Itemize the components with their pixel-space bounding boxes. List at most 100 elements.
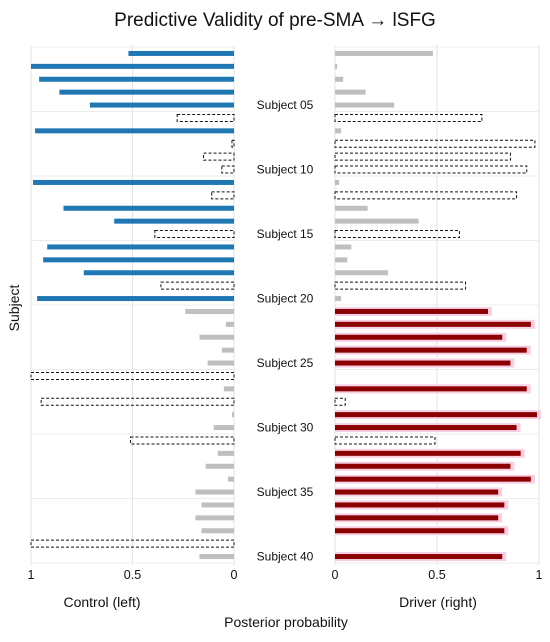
left-bar-subject-4 xyxy=(59,89,234,95)
right-bar-subject-24 xyxy=(335,347,527,353)
right-bar-subject-21 xyxy=(335,308,488,314)
grid-lines xyxy=(30,45,540,565)
right-bar-subject-37 xyxy=(335,515,499,521)
right-bar-subject-15 xyxy=(334,230,460,239)
left-bar-subject-11 xyxy=(33,179,234,185)
left-bar-subject-12 xyxy=(211,191,235,200)
y-axis-title: Subject xyxy=(6,285,22,332)
subject-label-20: Subject 20 xyxy=(257,292,314,306)
left-bar-subject-26 xyxy=(30,371,235,380)
right-bar-subject-4 xyxy=(335,89,366,95)
left-bar-subject-36 xyxy=(201,502,234,508)
subject-label-35: Subject 35 xyxy=(257,485,314,499)
left-bar-subject-22 xyxy=(225,321,234,327)
right-bar-subject-9 xyxy=(334,152,511,161)
left-bar-subject-20 xyxy=(37,296,235,302)
right-bar-subject-35 xyxy=(335,489,499,495)
right-bar-subject-10 xyxy=(334,165,528,174)
left-bar-subject-3 xyxy=(39,76,235,82)
left-bar-subject-2 xyxy=(31,63,234,69)
left-bar-subject-1 xyxy=(128,50,234,56)
left-bar-subject-33 xyxy=(205,463,234,469)
subject-label-15: Subject 15 xyxy=(257,227,314,241)
right-bar-subject-19 xyxy=(334,281,467,290)
right-panel-label: Driver (right) xyxy=(399,594,477,610)
right-bar-subject-36 xyxy=(335,502,505,508)
right-bar-subject-2 xyxy=(335,63,338,69)
subject-label-25: Subject 25 xyxy=(257,356,314,370)
right-bar-subject-34 xyxy=(335,476,531,482)
left-bar-subject-34 xyxy=(227,476,234,482)
left-bar-subject-15 xyxy=(154,230,235,239)
subject-label-5: Subject 05 xyxy=(257,98,314,112)
right-bar-subject-25 xyxy=(335,360,511,366)
left-bar-subject-23 xyxy=(199,334,234,340)
bar-layer xyxy=(30,50,541,562)
left-bar-subject-17 xyxy=(43,257,235,263)
right-bar-subject-38 xyxy=(335,528,505,534)
right-bar-subject-16 xyxy=(335,244,352,250)
left-bar-subject-16 xyxy=(47,244,234,250)
left-bar-subject-25 xyxy=(207,360,234,366)
right-bar-subject-7 xyxy=(335,128,342,134)
right-bar-subject-6 xyxy=(334,113,483,122)
right-bar-subject-22 xyxy=(335,321,531,327)
right-bar-subject-5 xyxy=(335,102,395,108)
subject-label-40: Subject 40 xyxy=(257,550,314,564)
right-bar-subject-1 xyxy=(335,50,433,56)
left-bar-subject-14 xyxy=(114,218,234,224)
right-bar-subject-29 xyxy=(335,412,537,418)
left-bar-subject-30 xyxy=(213,425,234,431)
left-bar-subject-35 xyxy=(195,489,234,495)
right-bar-subject-27 xyxy=(335,386,527,392)
left-bar-subject-39 xyxy=(30,539,235,548)
left-tick-label: 1 xyxy=(28,568,35,582)
right-bar-subject-12 xyxy=(334,191,518,200)
subject-label-30: Subject 30 xyxy=(257,421,314,435)
right-bar-subject-8 xyxy=(334,139,536,148)
left-bar-subject-18 xyxy=(83,270,234,276)
left-bar-subject-24 xyxy=(221,347,234,353)
right-bar-subject-11 xyxy=(335,179,340,185)
subject-label-10: Subject 10 xyxy=(257,163,314,177)
right-tick-label: 0.5 xyxy=(428,568,445,582)
left-bar-subject-10 xyxy=(221,165,235,174)
right-bar-subject-18 xyxy=(335,270,389,276)
left-bar-subject-13 xyxy=(63,205,235,211)
right-bar-subject-3 xyxy=(335,76,344,82)
chart-title: Predictive Validity of pre-SMA → lSFG xyxy=(114,10,436,31)
left-tick-label: 0 xyxy=(231,568,238,582)
right-bar-subject-31 xyxy=(334,436,436,445)
right-tick-label: 0 xyxy=(332,568,339,582)
right-bar-subject-14 xyxy=(335,218,419,224)
left-tick-label: 0.5 xyxy=(124,568,141,582)
left-bar-subject-7 xyxy=(35,128,235,134)
right-bar-subject-32 xyxy=(335,450,521,456)
left-bar-subject-9 xyxy=(203,152,235,161)
right-bar-subject-17 xyxy=(335,257,348,263)
left-bar-subject-27 xyxy=(223,386,234,392)
left-bar-subject-37 xyxy=(195,515,234,521)
tick-label-layer: 1 0.5 0 0 0.5 1 xyxy=(28,568,543,582)
right-bar-subject-30 xyxy=(335,425,517,431)
left-bar-subject-6 xyxy=(176,113,235,122)
right-bar-subject-40 xyxy=(335,554,503,560)
right-bar-subject-23 xyxy=(335,334,503,340)
left-panel-label: Control (left) xyxy=(63,594,140,610)
right-bar-subject-28 xyxy=(334,397,346,406)
x-axis-title: Posterior probability xyxy=(224,614,348,630)
left-bar-subject-21 xyxy=(185,308,234,314)
left-bar-subject-38 xyxy=(201,528,234,534)
left-bar-subject-5 xyxy=(89,102,235,108)
left-bar-subject-8 xyxy=(231,139,235,148)
left-bar-subject-19 xyxy=(160,281,235,290)
left-bar-subject-28 xyxy=(40,397,235,406)
right-bar-subject-13 xyxy=(335,205,368,211)
left-bar-subject-40 xyxy=(199,554,234,560)
right-bar-subject-20 xyxy=(335,296,342,302)
left-bar-subject-32 xyxy=(217,450,234,456)
right-tick-label: 1 xyxy=(536,568,543,582)
subject-label-layer: Subject 05 Subject 10 Subject 15 Subject 20… xyxy=(257,98,314,564)
